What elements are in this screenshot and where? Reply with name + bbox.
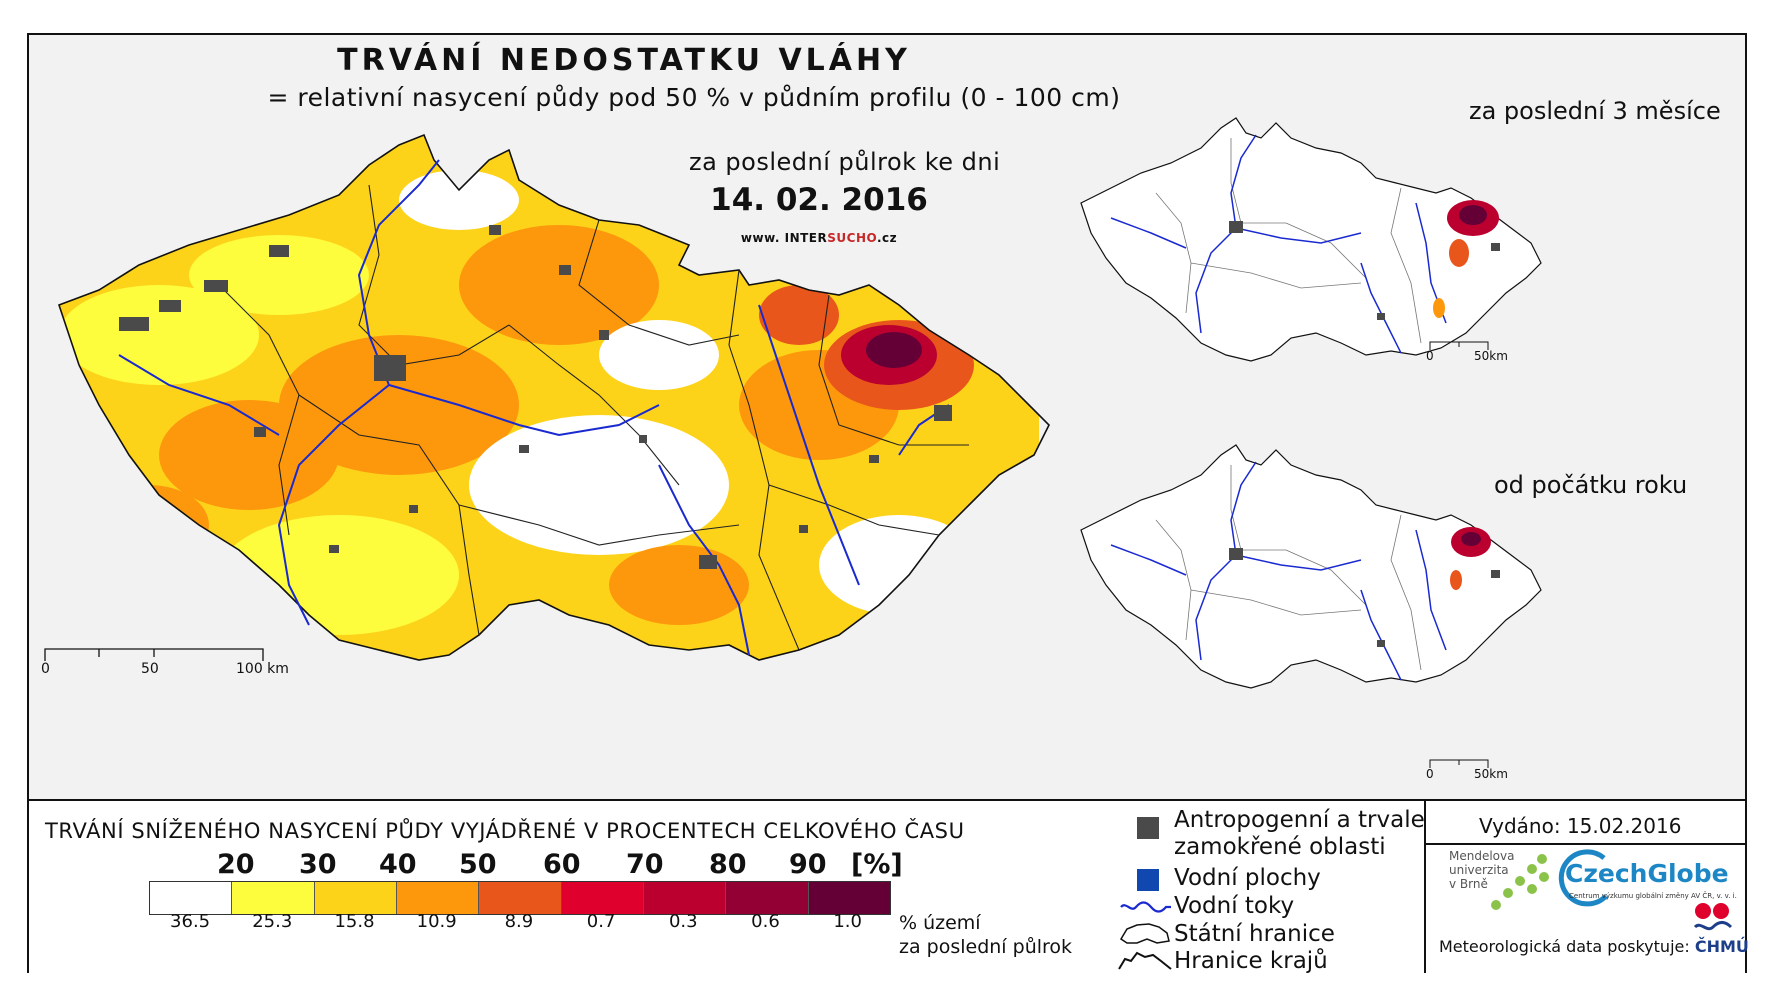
threshold-90: 90 bbox=[789, 849, 827, 880]
water-bodies-label: Vodní plochy bbox=[1174, 865, 1321, 891]
main-scale-50: 50 bbox=[141, 661, 159, 677]
legend-swatch-1 bbox=[231, 882, 314, 914]
legend-panel: TRVÁNÍ SNÍŽENÉHO NASYCENÍ PŮDY VYJÁDŘENÉ… bbox=[29, 799, 1749, 974]
inset-top-title: za poslední 3 měsíce bbox=[1469, 97, 1721, 125]
state-border-symbol bbox=[1119, 923, 1170, 944]
threshold-70: 70 bbox=[626, 849, 664, 880]
map-subtitle: = relativní nasycení půdy pod 50 % v půd… bbox=[267, 83, 1121, 112]
legend-percent-1: 25.3 bbox=[252, 911, 293, 932]
legend-percent-7: 0.6 bbox=[751, 911, 780, 932]
inset-top-scale-bar bbox=[1429, 341, 1489, 350]
inset-top-scale-0: 0 bbox=[1426, 349, 1434, 363]
legend-swatch-8 bbox=[807, 882, 890, 914]
inset-bottom-scale-0: 0 bbox=[1426, 767, 1434, 781]
legend-swatch-7 bbox=[725, 882, 808, 914]
threshold-80: 80 bbox=[709, 849, 747, 880]
legend-swatch-4 bbox=[478, 882, 561, 914]
main-drought-map bbox=[57, 133, 1050, 661]
state-border-label: Státní hranice bbox=[1174, 921, 1335, 947]
period-label: za poslední půlrok ke dni bbox=[689, 148, 1001, 176]
legend-swatch-5 bbox=[560, 882, 643, 914]
main-scale-100: 100 km bbox=[236, 661, 289, 677]
map-area: TRVÁNÍ NEDOSTATKU VLÁHY = relativní nasy… bbox=[29, 35, 1745, 799]
threshold-20: 20 bbox=[217, 849, 255, 880]
regional-border-symbol bbox=[1118, 951, 1172, 970]
legend-percent-3: 10.9 bbox=[416, 911, 457, 932]
regional-border-label: Hranice krajů bbox=[1174, 948, 1328, 974]
legend-percent-5: 0.7 bbox=[586, 911, 616, 932]
anthropogenic-swatch bbox=[1137, 817, 1159, 839]
legend-percent-4: 8.9 bbox=[504, 911, 534, 932]
chmu-logo-icon bbox=[1693, 903, 1733, 931]
legend-swatch-3 bbox=[395, 882, 479, 914]
threshold-50: 50 bbox=[459, 849, 497, 880]
color-scale bbox=[149, 881, 891, 915]
rivers-label: Vodní toky bbox=[1174, 893, 1295, 919]
legend-swatch-0 bbox=[150, 882, 232, 914]
inset-bottom-scale-bar bbox=[1429, 759, 1489, 768]
legend-percent-8: 1.0 bbox=[833, 911, 862, 932]
mendel-university-logo: Mendelova univerzita v Brně bbox=[1449, 849, 1515, 891]
anthropogenic-label: Antropogenní a trvale zamokřené oblasti bbox=[1174, 807, 1425, 860]
legend-percent-6: 0.3 bbox=[668, 911, 698, 932]
percent-territory-label: % území za poslední půlrok bbox=[899, 912, 1073, 958]
czechglobe-logo: CzechGlobe bbox=[1565, 859, 1729, 888]
legend-percent-2: 15.8 bbox=[334, 911, 375, 932]
water-bodies-swatch bbox=[1137, 869, 1159, 891]
threshold-30: 30 bbox=[299, 849, 337, 880]
threshold-40: 40 bbox=[379, 849, 417, 880]
issued-date: Vydáno: 15.02.2016 bbox=[1479, 814, 1682, 838]
threshold-60: 60 bbox=[543, 849, 581, 880]
river-symbol bbox=[1120, 901, 1171, 913]
legend-swatch-2 bbox=[313, 882, 396, 914]
threshold-unit: [%] bbox=[851, 849, 903, 880]
meteo-data-credit: Meteorologická data poskytuje: ČHMÚ bbox=[1439, 937, 1749, 956]
inset-bottom-scale-50: 50km bbox=[1474, 767, 1508, 781]
main-scale-bar bbox=[44, 648, 264, 661]
inset-top-map bbox=[1080, 117, 1542, 362]
inset-top-scale-50: 50km bbox=[1474, 349, 1508, 363]
map-title: TRVÁNÍ NEDOSTATKU VLÁHY bbox=[337, 43, 911, 78]
legend-percent-0: 36.5 bbox=[170, 911, 211, 932]
map-date: 14. 02. 2016 bbox=[710, 182, 928, 218]
inset-bottom-map bbox=[1080, 444, 1542, 689]
legend-title: TRVÁNÍ SNÍŽENÉHO NASYCENÍ PŮDY VYJÁDŘENÉ… bbox=[45, 819, 965, 843]
czechglobe-ring-icon bbox=[1558, 849, 1608, 907]
legend-swatch-6 bbox=[642, 882, 726, 914]
website-link[interactable]: www. INTERSUCHO.cz bbox=[740, 231, 898, 245]
main-scale-0: 0 bbox=[41, 661, 50, 677]
czechglobe-subtitle: Centrum výzkumu globální změny AV ČR, v.… bbox=[1569, 892, 1737, 900]
mendel-dots-icon bbox=[1491, 854, 1549, 910]
inset-bottom-title: od počátku roku bbox=[1494, 471, 1688, 499]
map-frame: TRVÁNÍ NEDOSTATKU VLÁHY = relativní nasy… bbox=[27, 33, 1749, 974]
